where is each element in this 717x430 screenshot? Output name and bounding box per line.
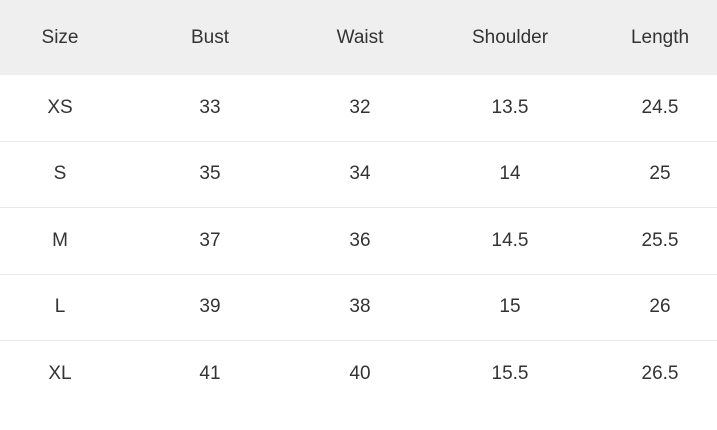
header-shoulder: Shoulder — [471, 26, 549, 48]
cell-shoulder: 14.5 — [491, 229, 529, 251]
cell-size: S — [53, 163, 67, 185]
header-size: Size — [41, 26, 79, 48]
table-row: M 37 36 14.5 25.5 — [0, 208, 717, 275]
cell-length: 24.5 — [641, 96, 679, 118]
table-row: XS 33 32 13.5 24.5 — [0, 75, 717, 142]
table-row: S 35 34 14 25 — [0, 142, 717, 208]
cell-size: M — [52, 229, 68, 251]
cell-shoulder: 14 — [499, 163, 521, 185]
header-waist: Waist — [336, 26, 384, 48]
cell-waist: 34 — [349, 163, 371, 185]
table-header-row: Size Bust Waist Shoulder Length — [0, 0, 717, 75]
cell-bust: 37 — [199, 229, 221, 251]
cell-size: XL — [48, 363, 72, 385]
cell-bust: 35 — [199, 163, 221, 185]
cell-size: L — [54, 296, 66, 318]
cell-bust: 41 — [199, 363, 221, 385]
cell-waist: 40 — [349, 363, 371, 385]
cell-shoulder: 13.5 — [491, 96, 529, 118]
cell-length: 26.5 — [641, 363, 679, 385]
cell-size: XS — [47, 96, 73, 118]
cell-waist: 32 — [349, 96, 371, 118]
cell-length: 25 — [649, 163, 671, 185]
size-chart-table: Size Bust Waist Shoulder Length XS 33 32 13… — [0, 0, 717, 408]
cell-waist: 38 — [349, 296, 371, 318]
cell-bust: 39 — [199, 296, 221, 318]
cell-length: 25.5 — [641, 229, 679, 251]
cell-shoulder: 15 — [499, 296, 521, 318]
cell-length: 26 — [649, 296, 671, 318]
table-row: XL 41 40 15.5 26.5 — [0, 341, 717, 408]
cell-bust: 33 — [199, 96, 221, 118]
cell-waist: 36 — [349, 229, 371, 251]
table-row: L 39 38 15 26 — [0, 275, 717, 341]
header-bust: Bust — [190, 26, 230, 48]
header-length: Length — [630, 26, 690, 48]
cell-shoulder: 15.5 — [491, 363, 529, 385]
